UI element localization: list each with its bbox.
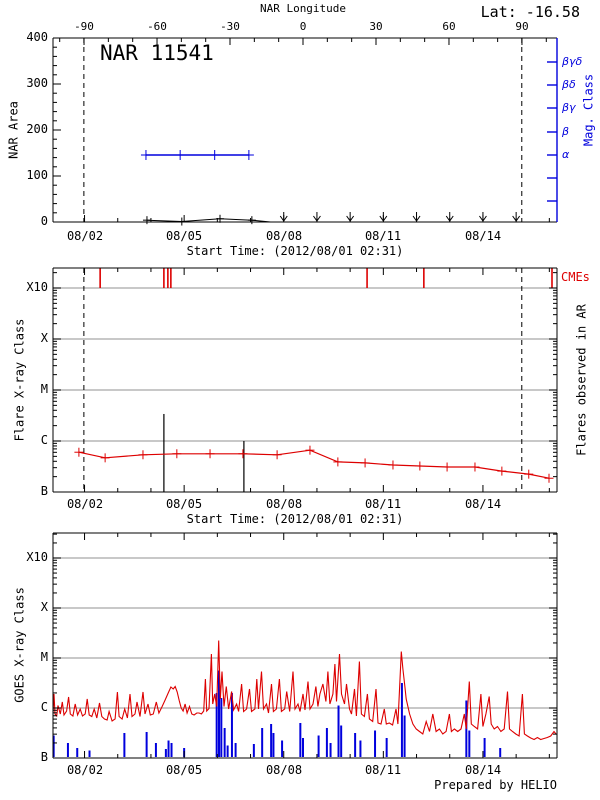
mag-class-bg: βγ — [562, 101, 576, 114]
mag-class-series — [140, 150, 254, 160]
flares-observed-label: Flares observed in AR — [574, 304, 589, 456]
area-tick-100: 100 — [26, 168, 48, 182]
date-tick-2-0814: 08/14 — [464, 497, 502, 511]
goes-tick-x: X — [40, 600, 48, 614]
cme-ticks — [99, 268, 553, 288]
area-tick-200: 200 — [26, 122, 48, 136]
goes-axes — [52, 532, 558, 759]
date-tick-3-0808: 08/08 — [265, 763, 303, 777]
mag-class-axis — [547, 38, 558, 222]
date-tick-2-0802: 08/02 — [66, 497, 104, 511]
prepared-by-credit: Prepared by HELIO — [434, 778, 557, 792]
date-tick-1-0808: 08/08 — [265, 229, 303, 243]
goes-tick-b: B — [40, 750, 48, 764]
date-tick-1-0814: 08/14 — [464, 229, 502, 243]
flare-tick-c: C — [40, 433, 48, 447]
mag-class-axis-title: Mag. Class — [581, 73, 596, 147]
date-tick-3-0814: 08/14 — [464, 763, 502, 777]
nar-area-axis-title: NAR Area — [6, 101, 21, 159]
flare-xray-axis-title: Flare X-ray Class — [12, 318, 27, 442]
date-tick-2-0811: 08/11 — [364, 497, 402, 511]
date-tick-3-0811: 08/11 — [364, 763, 402, 777]
date-tick-1-0811: 08/11 — [364, 229, 402, 243]
lon-tick-60: 60 — [442, 20, 456, 33]
date-tick-3-0802: 08/02 — [66, 763, 104, 777]
goes-xray-axis-title: GOES X-ray Class — [12, 587, 27, 703]
mag-class-bgd: βγδ — [562, 55, 583, 68]
nar-area-panel — [83, 38, 523, 222]
flare-lines — [163, 413, 245, 492]
lon-tick--90: -90 — [74, 20, 94, 33]
goes-panel — [53, 557, 557, 709]
lon-tick--60: -60 — [147, 20, 167, 33]
mag-class-bd: βδ — [562, 78, 576, 91]
flare-axes — [52, 267, 558, 493]
goes-curve — [52, 640, 557, 741]
lon-tick-0: 0 — [299, 20, 307, 33]
flare-curve — [74, 445, 554, 483]
start-time-label-2: Start Time: (2012/08/01 02:31) — [186, 512, 404, 526]
start-time-label-1: Start Time: (2012/08/01 02:31) — [186, 244, 404, 258]
date-tick-1-0802: 08/02 — [66, 229, 104, 243]
flare-panel — [53, 268, 557, 492]
nar-area-series — [142, 212, 521, 226]
active-region-title: NAR 11541 — [100, 41, 214, 65]
cmes-label: CMEs — [561, 270, 590, 284]
flare-tick-m: M — [40, 382, 48, 396]
date-tick-2-0805: 08/05 — [165, 497, 203, 511]
nar-longitude-axis-title: NAR Longitude — [259, 2, 347, 15]
lon-tick--30: -30 — [220, 20, 240, 33]
lon-tick-90: 90 — [515, 20, 529, 33]
mag-class-b: β — [562, 125, 570, 138]
date-tick-3-0805: 08/05 — [165, 763, 203, 777]
flare-tick-x: X — [40, 331, 48, 345]
date-tick-2-0808: 08/08 — [265, 497, 303, 511]
area-tick-0: 0 — [40, 214, 48, 228]
area-tick-400: 400 — [26, 30, 48, 44]
nar-area-axes — [52, 37, 557, 223]
goes-tick-m: M — [40, 650, 48, 664]
mag-class-a: α — [562, 148, 570, 161]
goes-tick-x10: X10 — [26, 550, 48, 564]
date-tick-1-0805: 08/05 — [165, 229, 203, 243]
flare-tick-b: B — [40, 484, 48, 498]
lon-tick-30: 30 — [369, 20, 383, 33]
goes-event-bars — [52, 670, 502, 757]
flare-tick-x10: X10 — [26, 280, 48, 294]
area-tick-300: 300 — [26, 76, 48, 90]
goes-tick-c: C — [40, 700, 48, 714]
latitude-label: Lat: -16.58 — [480, 3, 580, 21]
